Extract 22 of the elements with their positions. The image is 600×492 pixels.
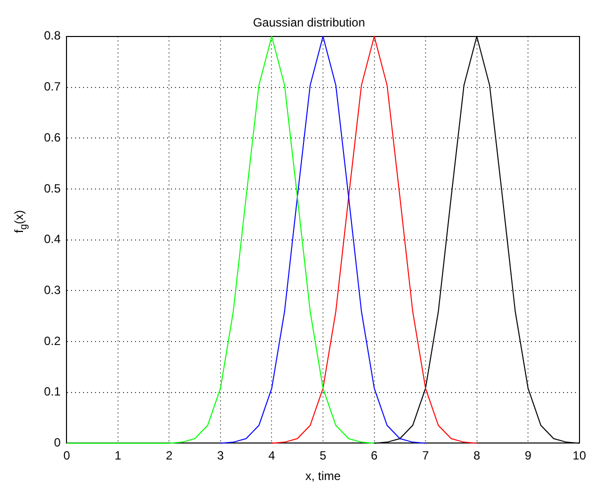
x-tick-label: 3: [217, 448, 224, 463]
x-tick-label: 9: [524, 448, 532, 463]
x-tick-label: 10: [572, 448, 586, 463]
x-tick-label: 0: [63, 448, 70, 463]
x-tick-label: 8: [473, 448, 480, 463]
y-tick-label: 0.1: [44, 384, 61, 399]
x-tick-label: 4: [268, 448, 276, 463]
x-tick-label: 6: [370, 448, 378, 463]
y-tick-label: 0.6: [44, 130, 61, 144]
x-tick-label: 1: [114, 448, 122, 463]
y-tick-label: 0.4: [44, 232, 61, 246]
y-tick-label: 0.5: [44, 181, 61, 196]
chart-title: Gaussian distribution: [252, 16, 366, 30]
y-tick-label: 0.8: [44, 28, 61, 43]
y-tick-label: 0.2: [44, 334, 61, 348]
x-tick-label: 7: [422, 448, 430, 463]
y-tick-label: 0.3: [44, 282, 61, 297]
y-tick-label: 0: [54, 436, 61, 450]
x-tick-label: 2: [166, 448, 173, 463]
x-axis-title: x, time: [305, 469, 341, 484]
y-tick-label: 0.7: [44, 80, 61, 94]
x-tick-label: 5: [320, 448, 327, 463]
